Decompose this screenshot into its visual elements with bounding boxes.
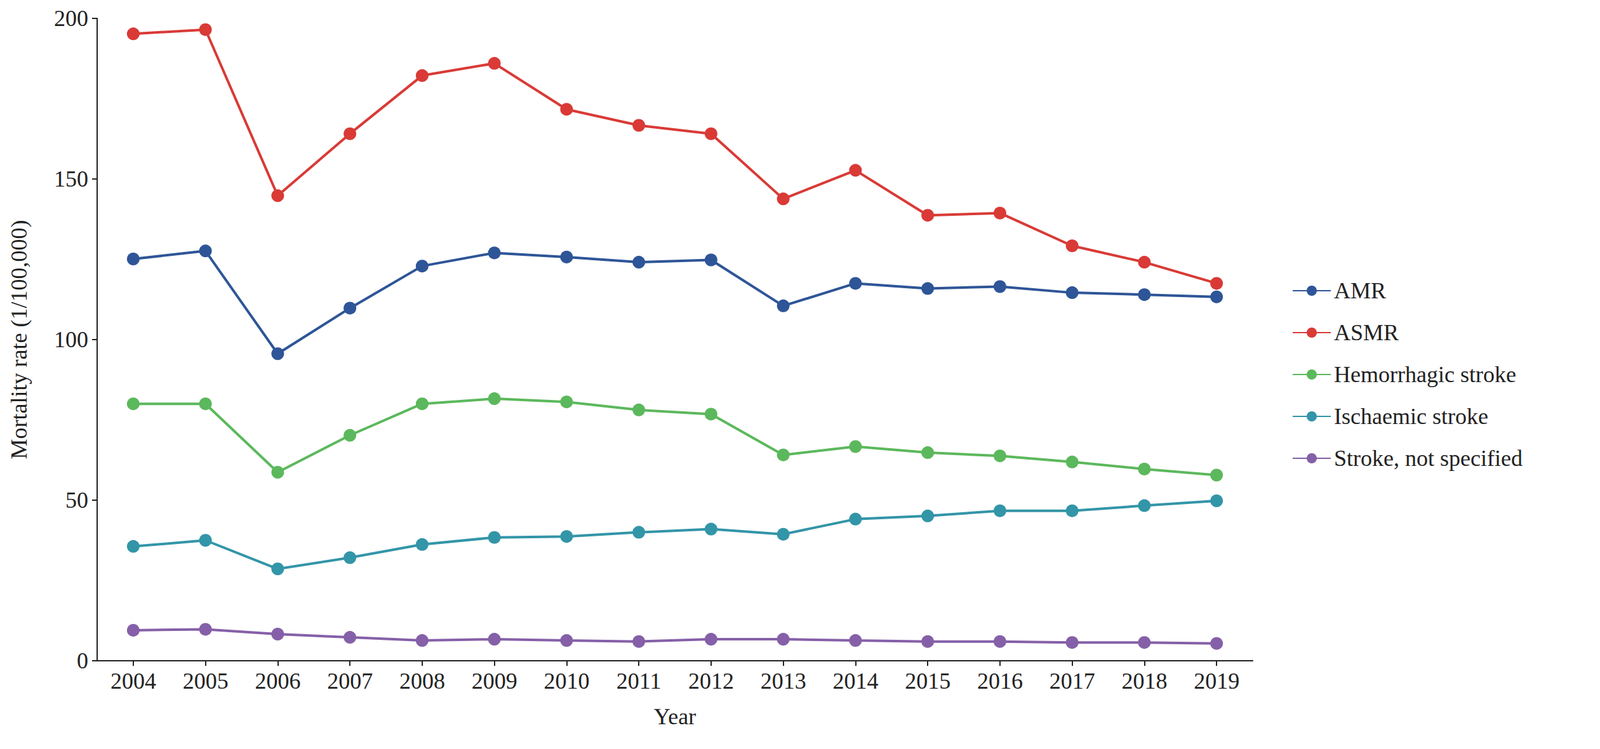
svg-text:50: 50 [65, 487, 89, 514]
svg-text:2015: 2015 [904, 668, 951, 694]
svg-text:2005: 2005 [182, 668, 229, 694]
svg-text:2004: 2004 [110, 668, 157, 694]
svg-text:2013: 2013 [760, 668, 807, 694]
svg-text:Hemorrhagic stroke: Hemorrhagic stroke [1333, 361, 1517, 388]
svg-text:100: 100 [53, 326, 89, 353]
svg-text:0: 0 [76, 648, 89, 674]
svg-text:2012: 2012 [688, 668, 734, 694]
svg-text:2018: 2018 [1121, 668, 1167, 694]
svg-text:2007: 2007 [326, 668, 373, 694]
svg-text:200: 200 [53, 5, 89, 32]
svg-text:Year: Year [653, 704, 696, 730]
svg-text:2009: 2009 [471, 668, 518, 694]
svg-text:2006: 2006 [254, 668, 301, 694]
svg-text:2010: 2010 [543, 668, 590, 694]
svg-text:AMR: AMR [1333, 278, 1387, 304]
svg-text:150: 150 [53, 166, 89, 192]
svg-text:2016: 2016 [977, 668, 1023, 694]
svg-text:Mortality rate (1/100,000): Mortality rate (1/100,000) [6, 220, 32, 460]
svg-text:2019: 2019 [1193, 668, 1240, 694]
svg-text:ASMR: ASMR [1333, 320, 1399, 346]
svg-text:2017: 2017 [1049, 668, 1096, 694]
svg-text:2008: 2008 [399, 668, 446, 694]
svg-text:Stroke, not specified: Stroke, not specified [1333, 445, 1523, 472]
svg-text:2014: 2014 [832, 668, 879, 694]
svg-text:2011: 2011 [616, 668, 662, 694]
svg-text:Ischaemic stroke: Ischaemic stroke [1333, 403, 1489, 430]
